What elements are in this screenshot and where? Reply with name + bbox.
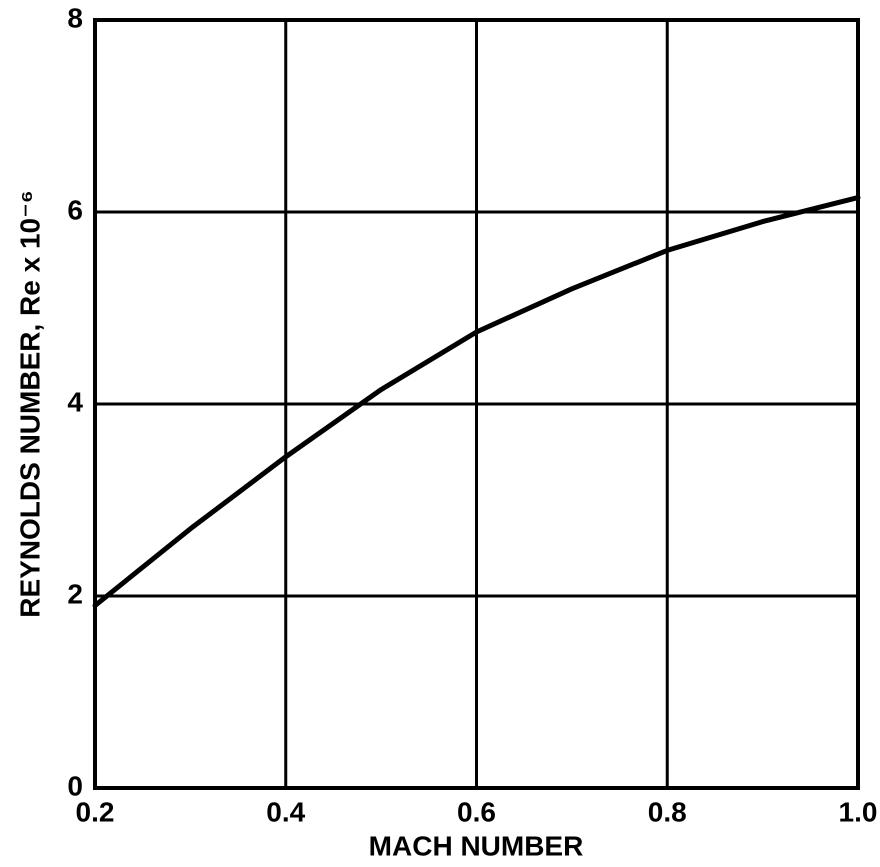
x-tick-label: 0.6 (457, 796, 496, 827)
data-line (92, 195, 861, 609)
y-tick-label: 6 (67, 194, 83, 225)
x-tick-label: 0.2 (76, 796, 115, 827)
y-tick-label: 4 (67, 386, 83, 417)
x-tick-label: 1.0 (839, 796, 878, 827)
y-tick-label: 0 (67, 770, 83, 801)
y-tick-label: 2 (67, 578, 83, 609)
y-tick-label: 8 (67, 2, 83, 33)
x-axis-title: MACH NUMBER (369, 830, 584, 861)
x-tick-label: 0.8 (648, 796, 687, 827)
x-tick-label: 0.4 (266, 796, 305, 827)
y-axis-title: REYNOLDS NUMBER, Re x 10⁻⁶ (14, 190, 45, 618)
